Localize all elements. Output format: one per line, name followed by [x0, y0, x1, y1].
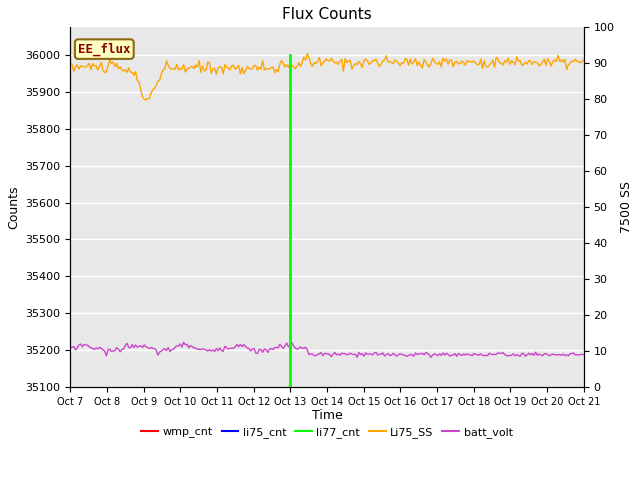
Y-axis label: Counts: Counts: [7, 185, 20, 229]
X-axis label: Time: Time: [312, 409, 342, 422]
Legend: wmp_cnt, li75_cnt, li77_cnt, Li75_SS, batt_volt: wmp_cnt, li75_cnt, li77_cnt, Li75_SS, ba…: [137, 423, 517, 443]
Text: EE_flux: EE_flux: [78, 42, 131, 56]
Title: Flux Counts: Flux Counts: [282, 7, 372, 22]
Y-axis label: 7500 SS: 7500 SS: [620, 181, 633, 233]
